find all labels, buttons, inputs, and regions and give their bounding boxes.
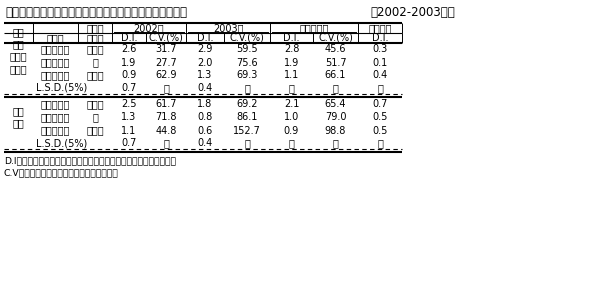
Text: 2.5: 2.5 bbox=[121, 99, 137, 109]
Text: C.V.(%): C.V.(%) bbox=[149, 33, 183, 43]
Text: 69.3: 69.3 bbox=[237, 71, 258, 80]
Text: 65.4: 65.4 bbox=[325, 99, 346, 109]
Text: L.S.D.(5%): L.S.D.(5%) bbox=[36, 138, 87, 148]
Text: D.I．：根部の発病指数，０（無）～５（甚）の６段階による評価。: D.I．：根部の発病指数，０（無）～５（甚）の６段階による評価。 bbox=[4, 156, 176, 166]
Text: モノホマレ: モノホマレ bbox=[41, 113, 70, 123]
Text: 0.5: 0.5 bbox=[372, 113, 388, 123]
Text: 表１．遊走子接種法と発病ほ場における黒根病の根部発病: 表１．遊走子接種法と発病ほ場における黒根病の根部発病 bbox=[5, 7, 187, 20]
Text: C.V.(%): C.V.(%) bbox=[229, 33, 264, 43]
Text: 0.4: 0.4 bbox=[372, 71, 388, 80]
Text: やや弱: やや弱 bbox=[86, 99, 104, 109]
Text: 1.1: 1.1 bbox=[122, 125, 137, 135]
Text: －: － bbox=[163, 138, 169, 148]
Text: 98.8: 98.8 bbox=[325, 125, 346, 135]
Text: 2003年: 2003年 bbox=[213, 23, 243, 33]
Text: 59.5: 59.5 bbox=[236, 44, 258, 55]
Text: 66.1: 66.1 bbox=[325, 71, 346, 80]
Text: カブトマル: カブトマル bbox=[41, 99, 70, 109]
Text: ２ヶ年平均: ２ヶ年平均 bbox=[299, 23, 329, 33]
Text: 2.8: 2.8 bbox=[284, 44, 299, 55]
Text: 発病
ほ場: 発病 ほ場 bbox=[13, 106, 24, 128]
Text: 44.8: 44.8 bbox=[155, 125, 177, 135]
Text: －: － bbox=[244, 83, 250, 93]
Text: 0.4: 0.4 bbox=[197, 138, 212, 148]
Text: 2.1: 2.1 bbox=[284, 99, 299, 109]
Text: やや強: やや強 bbox=[86, 125, 104, 135]
Text: 61.7: 61.7 bbox=[155, 99, 177, 109]
Text: 0.7: 0.7 bbox=[372, 99, 388, 109]
Text: 0.8: 0.8 bbox=[197, 113, 212, 123]
Text: 抵抗性: 抵抗性 bbox=[86, 33, 104, 43]
Text: 0.7: 0.7 bbox=[122, 83, 137, 93]
Text: やや強: やや強 bbox=[86, 71, 104, 80]
Text: 69.2: 69.2 bbox=[236, 99, 258, 109]
Text: 79.0: 79.0 bbox=[325, 113, 346, 123]
Text: 31.7: 31.7 bbox=[155, 44, 177, 55]
Text: 1.9: 1.9 bbox=[284, 57, 299, 67]
Text: 1.9: 1.9 bbox=[122, 57, 137, 67]
Text: 45.6: 45.6 bbox=[325, 44, 346, 55]
Text: 0.9: 0.9 bbox=[284, 125, 299, 135]
Text: やや弱: やや弱 bbox=[86, 44, 104, 55]
Text: －: － bbox=[377, 138, 383, 148]
Text: ユキヒノデ: ユキヒノデ bbox=[41, 125, 70, 135]
Text: －: － bbox=[244, 138, 250, 148]
Text: 0.1: 0.1 bbox=[372, 57, 388, 67]
Text: 2.9: 2.9 bbox=[197, 44, 213, 55]
Text: 0.5: 0.5 bbox=[372, 125, 388, 135]
Text: 152.7: 152.7 bbox=[233, 125, 261, 135]
Text: カブトマル: カブトマル bbox=[41, 44, 70, 55]
Text: 75.6: 75.6 bbox=[236, 57, 258, 67]
Text: 中: 中 bbox=[92, 113, 98, 123]
Text: 0.9: 0.9 bbox=[122, 71, 137, 80]
Text: C.V.(%): C.V.(%) bbox=[318, 33, 353, 43]
Text: －: － bbox=[377, 83, 383, 93]
Text: 黒根病: 黒根病 bbox=[86, 23, 104, 33]
Text: 年次間差: 年次間差 bbox=[368, 23, 392, 33]
Text: 品種名: 品種名 bbox=[47, 33, 64, 43]
Text: 1.3: 1.3 bbox=[197, 71, 212, 80]
Text: C.V．：区内における発病指数の変動係数。: C.V．：区内における発病指数の変動係数。 bbox=[4, 168, 119, 177]
Text: モノホマレ: モノホマレ bbox=[41, 57, 70, 67]
Text: 発病
手法: 発病 手法 bbox=[13, 27, 24, 49]
Text: 27.7: 27.7 bbox=[155, 57, 177, 67]
Text: L.S.D.(5%): L.S.D.(5%) bbox=[36, 83, 87, 93]
Text: －: － bbox=[289, 83, 295, 93]
Text: 中: 中 bbox=[92, 57, 98, 67]
Text: D.I.: D.I. bbox=[283, 33, 299, 43]
Text: 0.6: 0.6 bbox=[197, 125, 212, 135]
Text: D.I.: D.I. bbox=[197, 33, 213, 43]
Text: D.I.: D.I. bbox=[121, 33, 137, 43]
Text: 0.3: 0.3 bbox=[372, 44, 388, 55]
Text: 0.4: 0.4 bbox=[197, 83, 212, 93]
Text: 86.1: 86.1 bbox=[237, 113, 258, 123]
Text: 51.7: 51.7 bbox=[325, 57, 346, 67]
Text: 1.3: 1.3 bbox=[122, 113, 137, 123]
Text: 2.0: 2.0 bbox=[197, 57, 213, 67]
Text: 2.6: 2.6 bbox=[122, 44, 137, 55]
Text: －: － bbox=[333, 138, 338, 148]
Text: 0.7: 0.7 bbox=[122, 138, 137, 148]
Text: 2002年: 2002年 bbox=[134, 23, 165, 33]
Text: 1.8: 1.8 bbox=[197, 99, 212, 109]
Text: 遊走子
接種法: 遊走子 接種法 bbox=[10, 51, 27, 74]
Text: －: － bbox=[289, 138, 295, 148]
Text: 1.1: 1.1 bbox=[284, 71, 299, 80]
Text: －: － bbox=[333, 83, 338, 93]
Text: （2002-2003年）: （2002-2003年） bbox=[370, 7, 455, 20]
Text: 62.9: 62.9 bbox=[155, 71, 177, 80]
Text: 1.0: 1.0 bbox=[284, 113, 299, 123]
Text: ユキヒノデ: ユキヒノデ bbox=[41, 71, 70, 80]
Text: －: － bbox=[163, 83, 169, 93]
Text: 71.8: 71.8 bbox=[155, 113, 177, 123]
Text: D.I.: D.I. bbox=[371, 33, 388, 43]
